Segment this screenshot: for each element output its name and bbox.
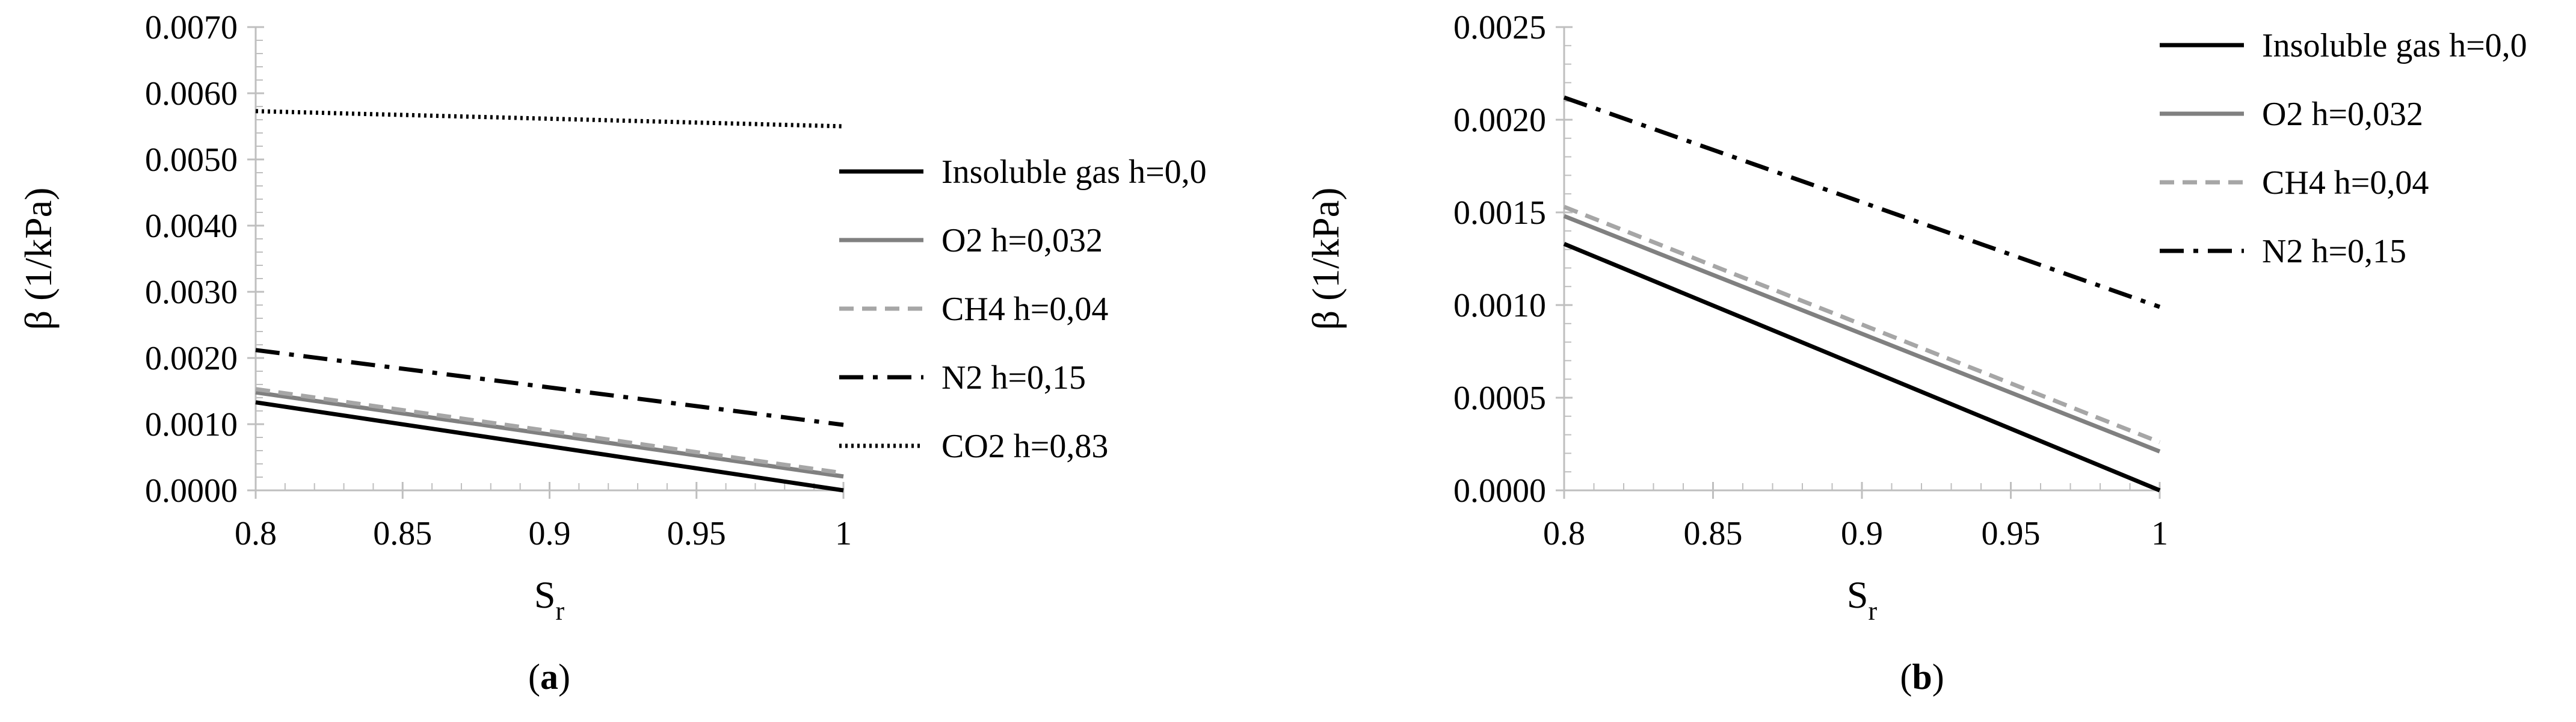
legend-label: Insoluble gas h=0,0 xyxy=(2262,27,2527,64)
legend-label: CO2 h=0,83 xyxy=(941,428,1108,465)
y-tick-label: 0.0020 xyxy=(1453,102,1546,139)
x-tick-label: 0.8 xyxy=(1543,515,1585,552)
x-axis-title-subscript: r xyxy=(555,596,564,626)
series-line-2 xyxy=(255,387,844,475)
panel-label: (a) xyxy=(528,657,570,697)
x-tick-label: 0.8 xyxy=(235,515,277,552)
x-tick-label: 0.85 xyxy=(373,515,432,552)
panel-label-close: ) xyxy=(1932,657,1944,697)
series-line-1 xyxy=(1563,214,2161,454)
legend-label: CH4 h=0,04 xyxy=(941,291,1108,328)
legend: Insoluble gas h=0,0 O2 h=0,032 CH4 h=0,04 N… xyxy=(839,153,1207,465)
y-tick-label: 0.0005 xyxy=(1453,380,1546,417)
y-tick-label: 0.0020 xyxy=(145,340,238,377)
series-line-4 xyxy=(255,109,844,129)
y-tick-label: 0.0015 xyxy=(1453,194,1546,232)
x-tick-label: 0.95 xyxy=(667,515,726,552)
legend: Insoluble gas h=0,0 O2 h=0,032 CH4 h=0,04 N… xyxy=(2160,27,2527,270)
panel-label-letter: b xyxy=(1912,657,1932,697)
x-axis-title: Sr xyxy=(1847,573,1878,626)
x-tick-label: 0.9 xyxy=(529,515,571,552)
legend-label: O2 h=0,032 xyxy=(941,222,1103,259)
y-axis-title: β (1/kPa) xyxy=(1304,188,1347,330)
series-line-3 xyxy=(255,348,844,427)
y-tick-label: 0.0050 xyxy=(145,141,238,179)
panel-label-letter: a xyxy=(540,657,558,697)
y-tick-label: 0.0000 xyxy=(1453,472,1546,510)
y-tick-label: 0.0040 xyxy=(145,208,238,245)
legend-label: N2 h=0,15 xyxy=(941,359,1086,396)
x-tick-label: 1 xyxy=(835,515,852,552)
y-tick-label: 0.0030 xyxy=(145,274,238,311)
y-tick-label: 0.0010 xyxy=(1453,287,1546,324)
x-tick-label: 1 xyxy=(2151,515,2168,552)
y-tick-label: 0.0070 xyxy=(145,9,238,46)
y-axis-title: β (1/kPa) xyxy=(17,188,60,330)
legend-label: O2 h=0,032 xyxy=(2262,96,2423,133)
series-line-0 xyxy=(1563,242,2161,493)
panel-label: (b) xyxy=(1900,657,1944,697)
y-tick-label: 0.0010 xyxy=(145,406,238,443)
chart-panel-a: 0.0000 0.0010 0.0020 0.0030 0.0040 0.0050 0.00… xyxy=(17,9,1207,697)
x-axis-title-subscript: r xyxy=(1868,596,1877,626)
chart-panel-b: 0.0000 0.0005 0.0010 0.0015 0.0020 0.0025 0.8 0… xyxy=(1304,9,2527,697)
x-tick-label: 0.95 xyxy=(1982,515,2041,552)
panel-label-open: ( xyxy=(528,657,540,697)
y-tick-label: 0.0000 xyxy=(145,472,238,510)
series-line-2 xyxy=(1563,205,2161,445)
series-line-3 xyxy=(1563,95,2161,309)
panel-label-open: ( xyxy=(1900,657,1912,697)
legend-label: Insoluble gas h=0,0 xyxy=(941,153,1207,191)
legend-label: CH4 h=0,04 xyxy=(2262,164,2429,202)
x-axis-title: Sr xyxy=(534,573,565,626)
x-axis-title-main: S xyxy=(1847,573,1869,616)
series-line-1 xyxy=(255,390,844,479)
x-tick-label: 0.85 xyxy=(1684,515,1743,552)
y-tick-label: 0.0060 xyxy=(145,75,238,113)
x-tick-label: 0.9 xyxy=(1841,515,1883,552)
series-line-0 xyxy=(255,400,844,493)
y-tick-label: 0.0025 xyxy=(1453,9,1546,46)
legend-label: N2 h=0,15 xyxy=(2262,233,2406,270)
panel-label-close: ) xyxy=(558,657,570,697)
x-axis-title-main: S xyxy=(534,573,556,616)
